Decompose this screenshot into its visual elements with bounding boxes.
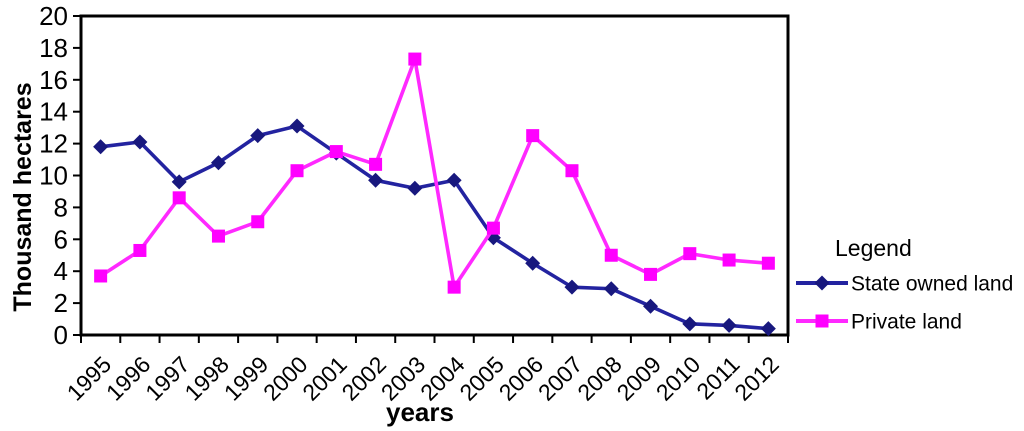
y-tick-label: 12 [39, 129, 68, 159]
y-tick-label: 0 [54, 320, 68, 350]
data-point-private-land [94, 269, 108, 283]
data-point-state-owned-land [643, 298, 659, 314]
data-point-private-land [486, 221, 500, 235]
data-point-state-owned-land [368, 172, 384, 188]
data-point-private-land [761, 256, 775, 270]
y-tick-label: 6 [54, 224, 68, 254]
legend-marker-state-owned-land [814, 275, 830, 291]
data-point-private-land [722, 253, 736, 267]
y-tick-label: 18 [39, 33, 68, 63]
data-point-state-owned-land [289, 118, 305, 134]
data-point-state-owned-land [682, 316, 698, 332]
data-point-private-land [644, 267, 658, 281]
data-point-private-land [133, 243, 147, 257]
legend-label-state-owned-land: State owned land [851, 273, 1013, 296]
data-point-state-owned-land [760, 321, 776, 337]
y-tick-label: 4 [54, 256, 68, 286]
data-point-state-owned-land [603, 281, 619, 297]
data-point-private-land [251, 215, 265, 229]
x-axis-title: years [386, 397, 454, 427]
data-point-state-owned-land [407, 180, 423, 196]
y-axis-title: Thousand hectares [9, 82, 37, 311]
data-point-private-land [172, 191, 186, 205]
y-tick-label: 8 [54, 192, 68, 222]
data-point-private-land [329, 145, 343, 159]
data-point-private-land [526, 129, 540, 143]
y-tick-label: 10 [39, 161, 68, 191]
data-point-state-owned-land [250, 128, 266, 144]
y-tick-label: 14 [39, 97, 68, 127]
data-point-state-owned-land [171, 174, 187, 190]
data-point-state-owned-land [446, 172, 462, 188]
data-point-private-land [604, 248, 618, 262]
y-tick-label: 20 [39, 1, 68, 31]
data-point-private-land [565, 164, 579, 178]
data-point-private-land [290, 164, 304, 178]
data-point-state-owned-land [210, 155, 226, 171]
data-point-private-land [211, 229, 225, 243]
y-tick-label: 16 [39, 65, 68, 95]
data-point-state-owned-land [721, 317, 737, 333]
series-line-state-owned-land [100, 124, 769, 331]
legend-title: Legend [835, 235, 912, 261]
data-point-private-land [408, 52, 422, 66]
data-point-private-land [447, 280, 461, 294]
series-line-private-land [99, 57, 769, 289]
data-point-state-owned-land [564, 279, 580, 295]
data-point-state-owned-land [132, 134, 148, 150]
data-point-private-land [683, 247, 697, 261]
data-point-state-owned-land [525, 255, 541, 271]
data-point-state-owned-land [93, 139, 109, 155]
y-tick-label: 2 [54, 288, 68, 318]
legend-label-private-land: Private land [851, 311, 962, 334]
legend-marker-private-land [815, 314, 829, 328]
data-point-private-land [369, 157, 383, 171]
